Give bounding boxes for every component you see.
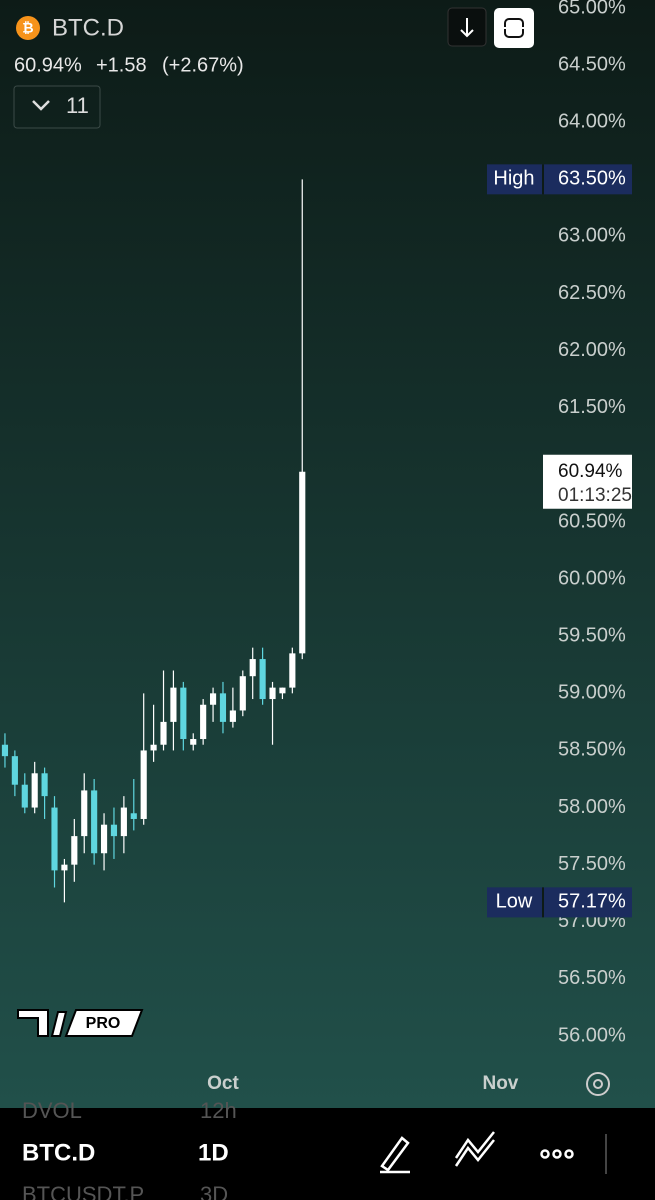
low-marker-box [487,887,632,918]
candle-body [170,687,177,722]
candle-body [41,773,48,797]
indicator-count: 11 [66,93,89,118]
y-tick-label: 58.00% [558,796,626,818]
candle-body [100,824,108,854]
tv-logo [17,1009,144,1037]
last-price-box [543,454,632,509]
candle-body [209,693,217,705]
marker-value: 57.17% [558,891,626,913]
candle-body [140,750,147,819]
y-tick-label: 59.00% [558,682,626,704]
y-tick-label: 62.00% [558,339,626,361]
y-tick-label: 63.00% [558,225,626,247]
candle-body [160,721,167,745]
draw-icon[interactable] [380,1136,410,1174]
next-interval: 3D [200,1182,228,1200]
settings-icon[interactable] [586,1072,610,1096]
indicator-icon[interactable] [454,1131,495,1167]
candle-body [61,864,68,871]
candle-body [249,659,256,677]
y-tick-label: 56.00% [558,1024,626,1046]
settings-icon-inner [593,1079,603,1089]
symbol[interactable]: BTC.D [52,14,124,41]
candle-body [1,744,9,757]
change: +1.58 [96,54,147,76]
next-symbol: BTCUSDT.P [22,1182,144,1200]
candle-body [71,836,78,865]
chevron [32,100,50,111]
countdown: 01:13:25 [558,485,632,506]
marker-label: High [493,168,534,190]
y-tick-label: 62.50% [558,282,626,304]
y-tick-label: 58.50% [558,739,626,761]
more-icon[interactable] [540,1149,574,1159]
coin-glyph: ₿ [22,20,33,36]
y-tick-label: 60.50% [558,510,626,532]
candle-body [299,471,306,654]
candle-body [269,687,276,700]
candle-body [130,813,137,819]
x-tick-label: Oct [207,1073,239,1094]
prev-interval: 12h [200,1098,237,1123]
y-tick-label: 56.50% [558,967,626,989]
candle-body [239,676,246,711]
toolbar-symbol[interactable]: BTC.D [22,1139,95,1166]
y-tick-label: 59.50% [558,625,626,647]
toolbar-interval[interactable]: 1D [198,1139,229,1166]
y-tick-label: 64.00% [558,111,626,133]
candle-body [279,687,286,694]
down-arrow [460,18,474,38]
candle-body [150,744,157,751]
toolbar [0,1108,655,1200]
marker-label: Low [496,891,533,913]
y-tick-label: 60.00% [558,567,626,589]
indicator-toggle[interactable] [13,85,101,129]
candle-body [11,756,18,785]
candle-body [21,784,28,808]
y-tick-label: 65.00% [558,0,626,18]
y-tick-label: 57.50% [558,853,626,875]
candle-body [190,739,197,745]
high-marker-box [487,164,632,195]
candle-body [81,790,88,837]
candle-body [229,710,236,722]
candle-body [259,659,266,700]
y-tick-label: 61.50% [558,396,626,418]
coin-icon [16,16,40,40]
candle-body [110,824,118,837]
prev-symbol: DVOL [22,1098,82,1123]
candle-body [31,773,38,808]
candle-body [289,653,296,688]
pro-badge: PRO [86,1015,121,1032]
y-tick-label: 64.50% [558,53,626,75]
candle-body [91,790,98,854]
last-price-label: 60.94% [558,461,623,482]
last-price: 60.94% [14,54,82,76]
x-tick-label: Nov [482,1073,518,1094]
candle-body [200,704,207,740]
candle-body [180,687,187,740]
plot: 65.00% 64.50% 64.00% 63.50% 63.00% 62.50% 62.0… [1,0,632,1094]
change-pct: (+2.67%) [162,54,244,76]
candle-body [219,693,227,722]
marker-value: 63.50% [558,168,626,190]
fullscreen-icon-gap [503,27,525,29]
candle-body [51,807,58,871]
candle-body [120,807,127,837]
